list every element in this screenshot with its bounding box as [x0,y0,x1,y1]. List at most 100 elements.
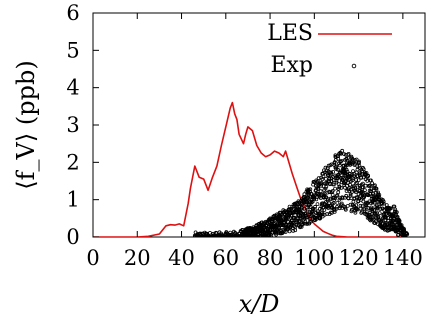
exp-point [323,176,328,181]
exp-point [312,206,317,211]
exp-point [355,206,359,211]
exp-point [320,177,325,182]
legend: LES Exp [267,21,392,78]
exp-point [355,167,360,172]
x-tick-label: 100 [294,246,334,270]
exp-point [357,159,361,164]
exp-point [301,211,306,216]
exp-point [350,178,355,183]
exp-point [396,232,401,237]
plot-area [92,12,426,238]
exp-point [320,212,325,217]
exp-point [355,181,359,186]
exp-point [351,176,355,180]
exp-point [361,167,366,172]
exp-point [315,202,320,207]
exp-point [319,192,324,197]
exp-point [336,154,341,159]
exp-point [331,169,336,174]
exp-point [299,210,304,215]
x-tick-label: 0 [86,246,99,270]
exp-point [394,210,399,215]
exp-point [377,211,382,216]
exp-point [309,219,314,224]
x-axis-label: x/D [239,290,280,318]
exp-point [369,205,374,210]
exp-point [355,164,360,169]
exp-point [381,199,386,204]
exp-point [307,221,312,226]
x-tick-label: 60 [212,246,239,270]
exp-point [334,164,339,169]
exp-point [344,193,349,198]
exp-point [348,193,353,198]
exp-point [334,178,339,183]
exp-point [311,207,316,212]
legend-label-les: LES [267,21,313,46]
exp-point [325,212,330,216]
exp-point [360,185,365,190]
exp-point [359,175,364,180]
exp-point [294,220,298,225]
exp-point [336,190,341,195]
exp-point [354,157,359,162]
exp-point [362,207,367,212]
exp-point [282,212,287,217]
exp-point [274,212,279,217]
exp-point [364,205,369,210]
exp-point [345,161,349,166]
labels-layer: 0 20 40 60 80 100 120 140 0 1 2 3 4 5 6 x/D ⟨f_V⟩ (ppb) [12,1,423,318]
exp-point [340,196,345,201]
exp-point [354,203,359,208]
exp-point [303,221,308,226]
exp-point [302,195,307,199]
exp-point [367,212,372,217]
exp-point [316,187,321,192]
exp-point [331,182,336,187]
exp-markers [192,148,410,237]
y-tick-label: 5 [66,38,79,62]
exp-point [337,163,342,168]
exp-point [335,167,340,172]
exp-point [323,165,328,170]
exp-point [335,201,340,205]
exp-point [373,219,378,224]
exp-point [372,208,377,213]
x-tick-label: 80 [257,246,284,270]
exp-point [339,185,344,190]
exp-point [329,179,334,183]
exp-point [344,156,349,161]
exp-point [343,171,348,176]
exp-point [393,207,398,212]
exp-point [364,171,369,175]
exp-point [377,195,382,200]
exp-point [360,181,365,186]
exp-point [310,199,315,204]
exp-point [345,184,349,188]
exp-point [362,188,367,193]
exp-point [353,210,358,215]
x-tick-label: 20 [124,246,151,270]
exp-point [334,194,339,198]
exp-point [337,185,342,190]
exp-point [317,206,322,211]
exp-point [340,177,345,182]
exp-point [339,158,344,163]
exp-point [349,207,354,212]
exp-point [306,196,311,201]
exp-point [305,207,310,212]
exp-point [321,174,326,179]
exp-point [353,190,358,194]
exp-point [348,182,353,187]
exp-point [357,163,362,168]
exp-point [274,232,279,237]
exp-point [370,200,375,205]
exp-point [356,178,361,183]
axes-layer [92,12,425,238]
exp-point [323,186,328,191]
exp-point [322,208,327,212]
exp-point [351,171,356,176]
exp-point [370,181,375,186]
x-tick-label: 40 [168,246,195,270]
exp-point [332,209,337,214]
